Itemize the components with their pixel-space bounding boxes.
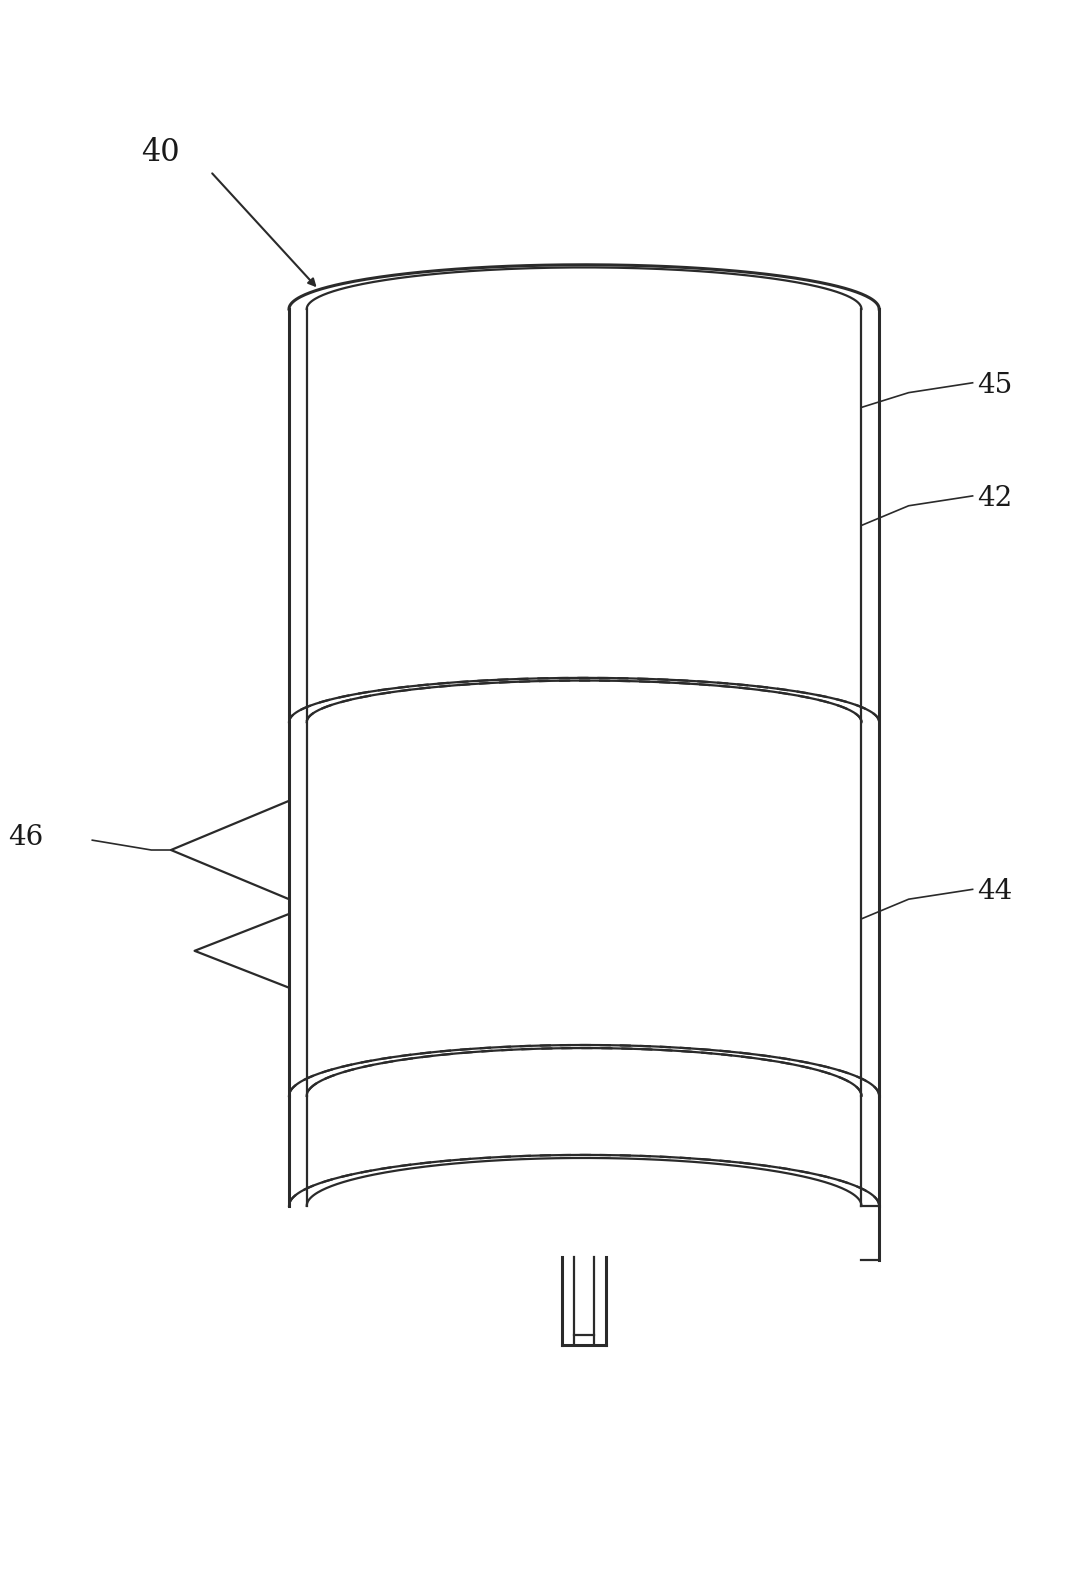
Text: 42: 42 [978,485,1013,512]
Text: 46: 46 [8,824,43,851]
Text: 45: 45 [978,372,1013,398]
Text: 44: 44 [978,877,1013,906]
Text: 40: 40 [142,138,180,169]
